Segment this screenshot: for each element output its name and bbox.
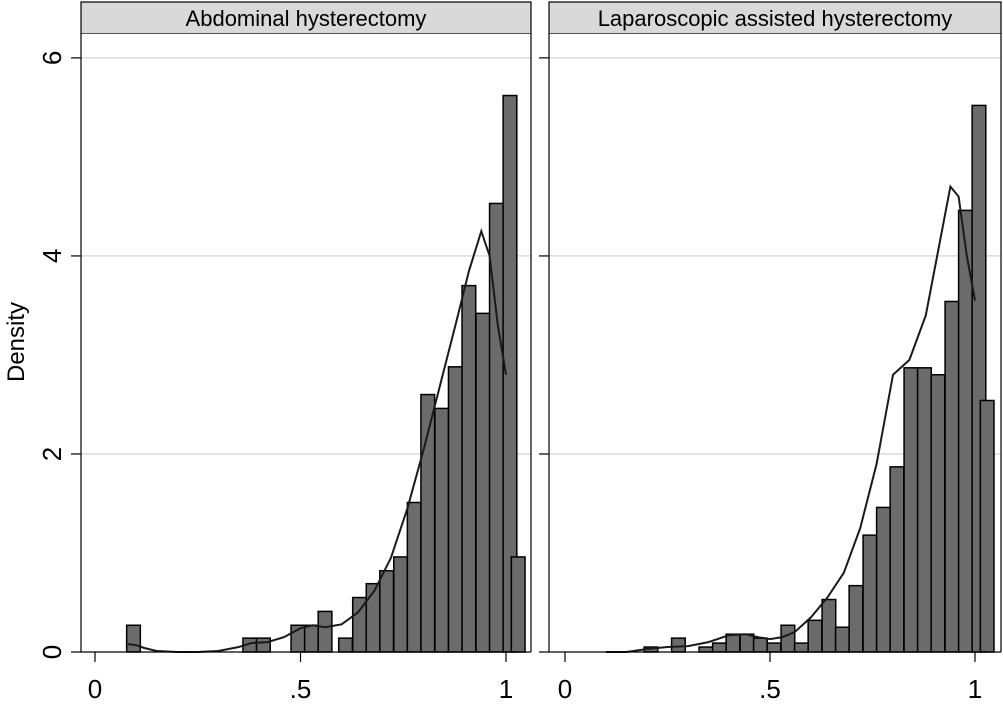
histogram-bar (698, 646, 714, 653)
histogram-bar (752, 637, 769, 653)
kde-line (606, 184, 976, 653)
panel-title: Laparoscopic assisted hysterectomy (598, 6, 953, 31)
histogram-bar (930, 374, 946, 653)
histogram-bar (434, 407, 450, 653)
histogram-bar (379, 570, 395, 653)
histogram-bar (475, 312, 491, 653)
histogram-bar (875, 506, 892, 653)
panel-title: Abdominal hysterectomy (186, 6, 427, 31)
x-tick-label: .5 (759, 674, 781, 704)
histogram-bar (821, 598, 837, 653)
histogram-bar (766, 642, 782, 653)
y-axis-title-group: Density (3, 302, 30, 382)
y-tick-label: 4 (37, 249, 67, 263)
x-tick-label: .5 (290, 674, 312, 704)
histogram-bar (351, 596, 368, 653)
histogram-bars (125, 94, 526, 653)
panel-2: Laparoscopic assisted hysterectomy 0 .5 1 (539, 1, 1002, 704)
histogram-bar (670, 637, 687, 653)
y-tick-label: 6 (37, 51, 67, 65)
histogram-bar (862, 534, 878, 653)
panel-header (80, 1, 532, 35)
histogram-bar (834, 626, 851, 653)
histogram-bars (643, 104, 995, 653)
x-tick-label: 1 (499, 674, 513, 704)
histogram-bar (461, 284, 477, 653)
histogram-bar (255, 637, 271, 653)
histogram-bar (447, 366, 463, 653)
histogram-bar (725, 633, 741, 653)
histogram-bar (807, 619, 823, 653)
histogram-bar (780, 624, 796, 653)
y-axis-title: Density (3, 302, 30, 382)
histogram-bar (303, 624, 320, 653)
x-tick-label: 1 (968, 674, 982, 704)
y-tick-label: 2 (37, 447, 67, 461)
histogram-bar (848, 584, 864, 653)
x-tick-label: 0 (88, 674, 102, 704)
histogram-bar (944, 300, 960, 653)
histogram-bar (979, 399, 995, 653)
x-tick-label: 0 (558, 674, 572, 704)
y-tick-label: 0 (37, 645, 67, 659)
histogram-bar (889, 466, 905, 653)
histogram-bar (903, 367, 919, 653)
histogram-bar (317, 610, 333, 653)
histogram-bar (510, 556, 526, 653)
panel-header (548, 1, 1002, 35)
histogram-bar (125, 624, 142, 653)
histogram-bar (739, 633, 755, 653)
histogram-bar (793, 642, 810, 653)
histogram-bar (406, 501, 422, 653)
panel-1: Abdominal hysterectomy 0 .5 1 0 2 4 6 (37, 1, 532, 704)
histogram-bar (916, 367, 933, 653)
histogram-bar (393, 556, 409, 653)
histogram-bar (337, 637, 354, 653)
panels: Abdominal hysterectomy 0 .5 1 0 2 4 6 Laparoscop… (37, 1, 1002, 704)
histogram-bar (711, 642, 728, 653)
